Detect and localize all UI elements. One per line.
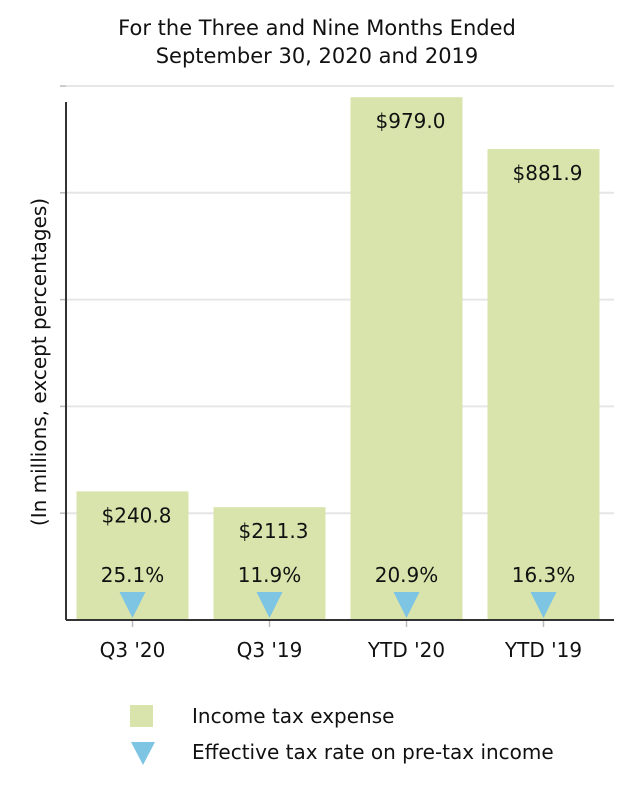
bar (487, 149, 600, 620)
x-tick-label: Q3 '19 (237, 638, 303, 662)
rate-value-label: 16.3% (512, 563, 576, 587)
legend-swatch-income-tax (130, 705, 153, 727)
y-axis-label: (In millions, except percentages) (27, 198, 51, 526)
legend-label-income-tax: Income tax expense (192, 704, 394, 728)
x-tick-label: YTD '19 (504, 638, 582, 662)
chart-title-line-1: For the Three and Nine Months Ended (118, 16, 516, 40)
rate-value-label: 20.9% (375, 563, 439, 587)
data-labels: $240.8 25.1% $211.3 11.9% $979.0 20.9% $881.9 1… (101, 109, 583, 587)
rate-value-label: 25.1% (101, 563, 165, 587)
bar-value-label: $881.9 (513, 161, 583, 185)
rate-marker (119, 592, 146, 618)
rate-markers (119, 592, 557, 618)
rate-marker (256, 592, 283, 618)
legend: Income tax expense Effective tax rate on… (130, 704, 554, 765)
bar-value-label: $979.0 (376, 109, 446, 133)
x-ticks: Q3 '20 Q3 '19 YTD '20 YTD '19 (100, 638, 582, 662)
rate-marker (393, 592, 420, 618)
rate-marker (530, 592, 557, 618)
bar-value-label: $240.8 (102, 503, 172, 527)
bar-value-label: $211.3 (239, 519, 309, 543)
legend-marker-effective-rate (131, 742, 155, 765)
axes (60, 85, 614, 627)
bars (76, 97, 600, 621)
x-tick-label: YTD '20 (367, 638, 445, 662)
x-tick-label: Q3 '20 (100, 638, 166, 662)
chart-title-line-2: September 30, 2020 and 2019 (156, 44, 479, 68)
legend-label-effective-rate: Effective tax rate on pre-tax income (192, 740, 554, 764)
bar (350, 97, 463, 621)
rate-value-label: 11.9% (238, 563, 302, 587)
